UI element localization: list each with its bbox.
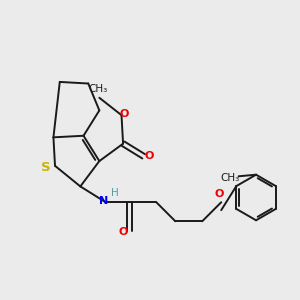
Text: S: S <box>41 161 51 174</box>
Text: O: O <box>119 109 129 119</box>
Text: CH₃: CH₃ <box>88 84 107 94</box>
Text: O: O <box>118 227 128 237</box>
Text: CH₃: CH₃ <box>220 173 239 183</box>
Text: O: O <box>215 189 224 199</box>
Text: O: O <box>144 151 154 161</box>
Text: N: N <box>100 196 109 206</box>
Text: H: H <box>111 188 119 198</box>
